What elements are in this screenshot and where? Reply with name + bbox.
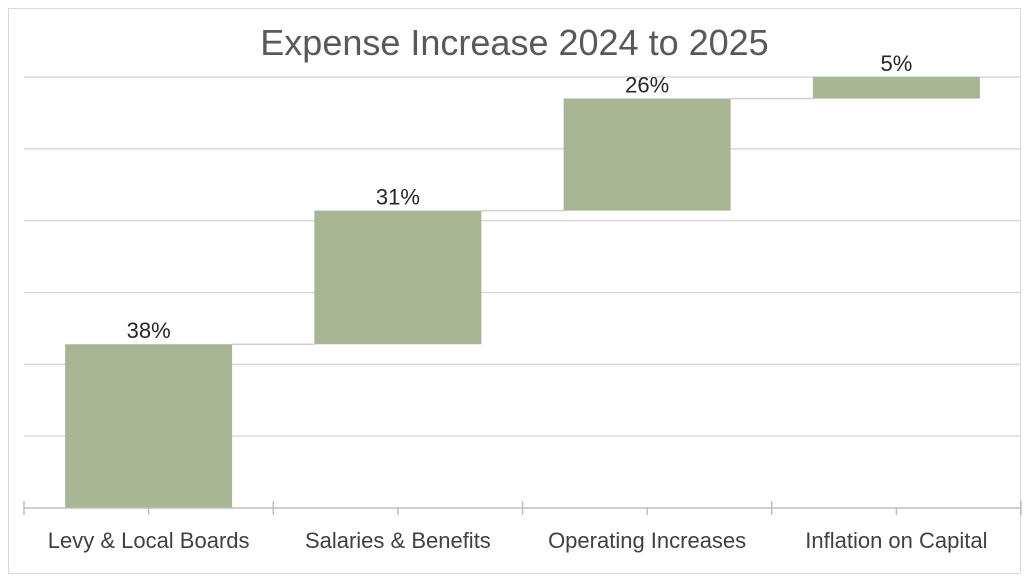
category-label: Salaries & Benefits	[305, 528, 491, 553]
category-label: Inflation on Capital	[805, 528, 987, 553]
waterfall-bar	[812, 77, 980, 99]
data-label: 31%	[376, 185, 420, 210]
bars	[65, 77, 980, 508]
data-label: 26%	[625, 73, 669, 98]
data-label: 5%	[880, 51, 912, 76]
x-axis: Levy & Local Boards Salaries & Benefits Op…	[23, 501, 1022, 553]
waterfall-bar	[65, 344, 233, 508]
data-label: 38%	[127, 318, 171, 343]
waterfall-bar	[314, 210, 482, 345]
connectors	[232, 97, 813, 345]
chart-frame	[8, 8, 1021, 574]
waterfall-bar	[563, 98, 731, 211]
chart-title: Expense Increase 2024 to 2025	[260, 22, 769, 63]
category-label: Operating Increases	[548, 528, 746, 553]
category-label: Levy & Local Boards	[48, 528, 250, 553]
data-labels: 38% 31% 26% 5%	[127, 51, 913, 343]
